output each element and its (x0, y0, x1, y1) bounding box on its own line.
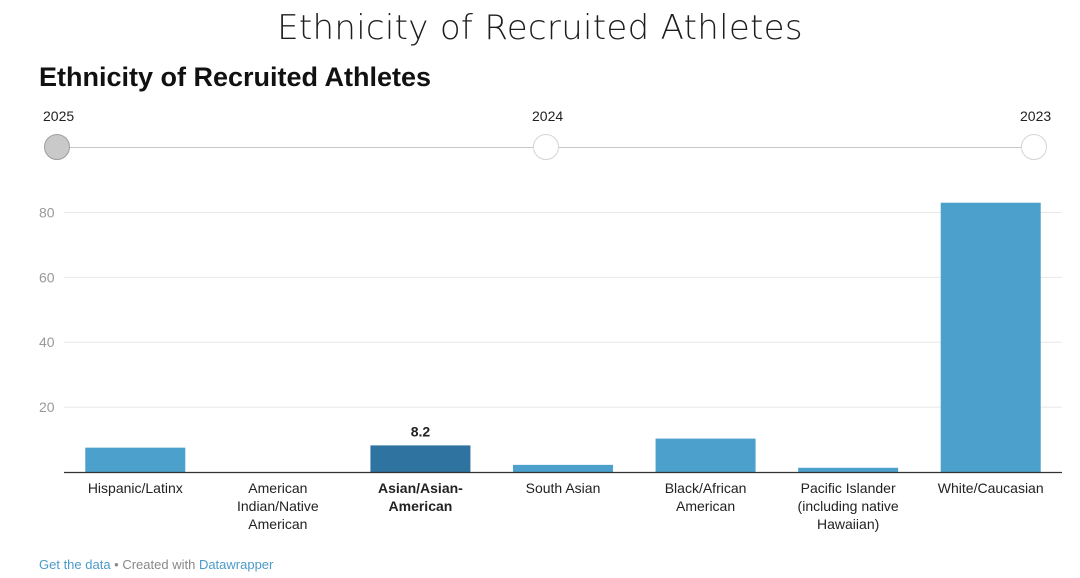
x-tick-label: White/Caucasian (938, 480, 1044, 496)
x-tick-label: American (248, 480, 307, 496)
x-tick-label: Pacific Islander (801, 480, 896, 496)
y-tick-label: 20 (39, 399, 55, 415)
x-tick-label: American (248, 516, 307, 532)
slider-knob-2025[interactable] (44, 134, 70, 160)
bar-chart: 20 40 60 80 8.2 Hispanic/Latinx American Indian… (39, 202, 1062, 532)
get-the-data-link[interactable]: Get the data (39, 557, 111, 572)
slider-label-2023: 2023 (1020, 108, 1052, 124)
y-tick-label: 40 (39, 334, 55, 350)
bar-asian-asian-american (370, 445, 471, 472)
chart-title: Ethnicity of Recruited Athletes (39, 62, 432, 92)
bar-black-african-american (655, 438, 756, 472)
footer-credit-text: • Created with (110, 557, 199, 572)
slider-knob-2023[interactable] (1021, 134, 1047, 160)
x-tick-label: Hispanic/Latinx (88, 480, 183, 496)
x-tick-label: Hawaiian) (817, 516, 879, 532)
x-tick-label: Black/African (665, 480, 747, 496)
x-tick-label: South Asian (526, 480, 601, 496)
bar-south-asian (513, 464, 613, 472)
y-tick-label: 80 (39, 204, 55, 220)
x-tick-label: American (389, 498, 453, 514)
slider-label-2025: 2025 (43, 108, 75, 124)
datawrapper-link[interactable]: Datawrapper (198, 557, 274, 572)
y-tick-label: 60 (39, 269, 55, 285)
slider-knob-2024[interactable] (533, 134, 559, 160)
x-tick-label: American (676, 498, 735, 514)
x-tick-label: Asian/Asian- (378, 480, 463, 496)
bar-hispanic-latinx (85, 447, 186, 472)
footer: Get the data • Created with Datawrapper (39, 557, 273, 572)
x-tick-label: (including native (798, 498, 899, 514)
slider-label-2024: 2024 (532, 108, 564, 124)
bar-white-caucasian (940, 202, 1041, 472)
page-title: Ethnicity of Recruited Athletes (277, 8, 803, 48)
data-label: 8.2 (411, 423, 431, 439)
x-tick-label: Indian/Native (237, 498, 319, 514)
bar-pacific-islander-including-native-hawaiian (798, 467, 899, 472)
